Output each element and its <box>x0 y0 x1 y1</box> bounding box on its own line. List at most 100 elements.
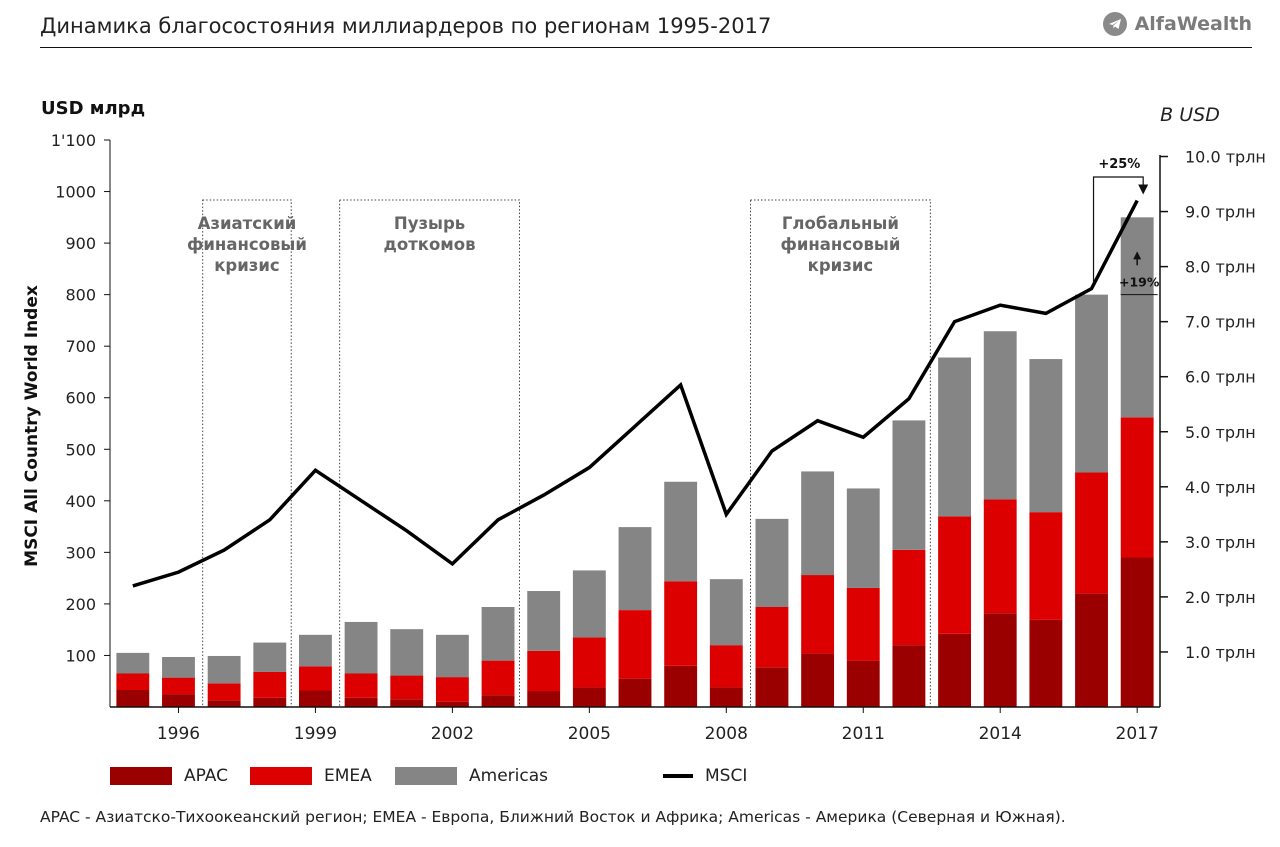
bar-americas-2010 <box>801 471 835 576</box>
bar-americas-2013 <box>938 357 971 517</box>
crisis-label-line: доткомов <box>384 235 476 254</box>
bar-apac-1996 <box>162 694 195 707</box>
bar-apac-2005 <box>572 687 606 707</box>
bar-emea-1999 <box>299 666 332 691</box>
y-tick-label: 1'100 <box>51 131 96 150</box>
x-tick-label: 2005 <box>568 724 611 744</box>
crisis-box-1 <box>202 199 292 708</box>
series-line-msci <box>132 199 1139 588</box>
x-tick-label: 1996 <box>157 724 200 744</box>
bar-emea-2005 <box>572 637 606 688</box>
crisis-label-line: финансовый <box>780 235 900 254</box>
bar-americas-1995 <box>116 652 150 674</box>
bar-apac-2012 <box>892 645 926 707</box>
bar-americas-1996 <box>162 657 195 678</box>
bar-emea-2006 <box>618 610 652 679</box>
x-tick-label: 2017 <box>1116 724 1159 744</box>
bar-apac-2013 <box>938 633 971 707</box>
crisis-label-1: Азиатский финансовый кризис <box>187 214 307 275</box>
y2-tick-label: 8.0 трлн <box>1185 258 1256 277</box>
bar-emea-2004 <box>527 650 561 692</box>
y-tick-label: 300 <box>65 543 96 562</box>
y2-tick-label: 4.0 трлн <box>1185 478 1256 497</box>
crisis-label-line: кризис <box>214 256 280 275</box>
bar-emea-1996 <box>162 677 195 695</box>
y2-axis-title: В USD <box>1160 104 1220 126</box>
legend: APAC EMEA Americas MSCI <box>110 766 810 790</box>
bar-emea-2003 <box>481 660 515 696</box>
x-tick-label: 2011 <box>842 724 885 744</box>
bar-americas-2011 <box>846 488 880 588</box>
y-tick-label: 100 <box>65 646 96 665</box>
bar-emea-2000 <box>344 673 378 698</box>
header-divider <box>40 47 1252 48</box>
y-tick-label: 200 <box>65 595 96 614</box>
bar-emea-2009 <box>755 607 789 668</box>
bar-americas-1998 <box>253 642 287 672</box>
bar-apac-1999 <box>299 690 332 707</box>
bar-emea-2010 <box>801 575 835 654</box>
bar-apac-2004 <box>527 691 561 707</box>
legend-item-americas: Americas <box>395 766 548 786</box>
legend-item-emea: EMEA <box>250 766 372 786</box>
bar-americas-2016 <box>1075 294 1108 473</box>
x-tick-label: 2008 <box>705 724 748 744</box>
bar-emea-2012 <box>892 549 926 646</box>
bar-americas-2017 <box>1120 289 1154 418</box>
legend-swatch-americas <box>395 767 457 785</box>
y2-tick-label: 10.0 трлн <box>1185 148 1266 167</box>
bar-americas-1999 <box>299 634 332 667</box>
x-tick-label: 2014 <box>979 724 1022 744</box>
bar-apac-2008 <box>709 687 743 707</box>
telegram-icon <box>1102 12 1127 36</box>
bar-apac-2014 <box>983 613 1017 707</box>
unit-label: USD млрд <box>41 98 145 119</box>
legend-swatch-emea <box>250 767 312 785</box>
bar-emea-2007 <box>664 581 698 666</box>
legend-swatch-msci <box>663 774 693 778</box>
crisis-label-2: Пузырь доткомов <box>384 214 476 254</box>
bar-apac-2000 <box>344 697 378 707</box>
bar-emea-2016 <box>1075 472 1108 594</box>
crisis-label-line: Глобальный <box>782 214 899 233</box>
bar-apac-2007 <box>664 665 698 707</box>
bar-apac-1995 <box>116 689 150 707</box>
bar-americas-2008 <box>709 579 743 646</box>
crisis-box-2 <box>339 199 520 708</box>
legend-label-msci: MSCI <box>705 766 748 786</box>
bar-emea-1997 <box>207 683 241 701</box>
highlight-arrow-head <box>1133 251 1142 260</box>
bar-americas-2014 <box>983 331 1017 500</box>
bar-americas-2009 <box>755 518 789 608</box>
bar-apac-2001 <box>390 699 424 707</box>
legend-label-emea: EMEA <box>324 766 372 786</box>
page-title: Динамика благосостояния миллиардеров по … <box>40 14 772 38</box>
bar-apac-2015 <box>1029 619 1063 707</box>
y2-tick-label: 1.0 трлн <box>1185 643 1256 662</box>
y-tick-label: 400 <box>65 492 96 511</box>
bar-emea-2015 <box>1029 512 1063 620</box>
crisis-label-3: Глобальный финансовый кризис <box>780 214 900 275</box>
bar-americas-2005 <box>572 570 606 638</box>
bar-emea-1995 <box>116 673 150 690</box>
bar-apac-2017 <box>1120 557 1154 707</box>
msci-callout-bracket <box>1092 176 1144 283</box>
bar-apac-2016 <box>1075 593 1108 707</box>
bar-americas-2006 <box>618 527 652 611</box>
legend-item-msci: MSCI <box>663 766 747 786</box>
bar-americas-2000 <box>344 621 378 674</box>
y-axis-title: MSCI All Country World Index <box>22 285 42 567</box>
crisis-label-line: финансовый <box>187 235 307 254</box>
bar-emea-2011 <box>846 587 880 661</box>
crisis-label-line: Пузырь <box>394 214 465 233</box>
y-tick-label: 500 <box>65 440 96 459</box>
billionaire-wealth-chart: USD млрд В USD MSCI All Country World In… <box>22 98 1266 744</box>
bar-americas-2007 <box>664 481 698 582</box>
bar-emea-2014 <box>983 499 1017 614</box>
bar-apac-2003 <box>481 695 515 707</box>
bar-americas-2012 <box>892 420 926 550</box>
bar-apac-2011 <box>846 660 880 707</box>
y-tick-label: 1000 <box>55 183 96 202</box>
y2-tick-label: 7.0 трлн <box>1185 313 1256 332</box>
bar-emea-1998 <box>253 671 287 698</box>
